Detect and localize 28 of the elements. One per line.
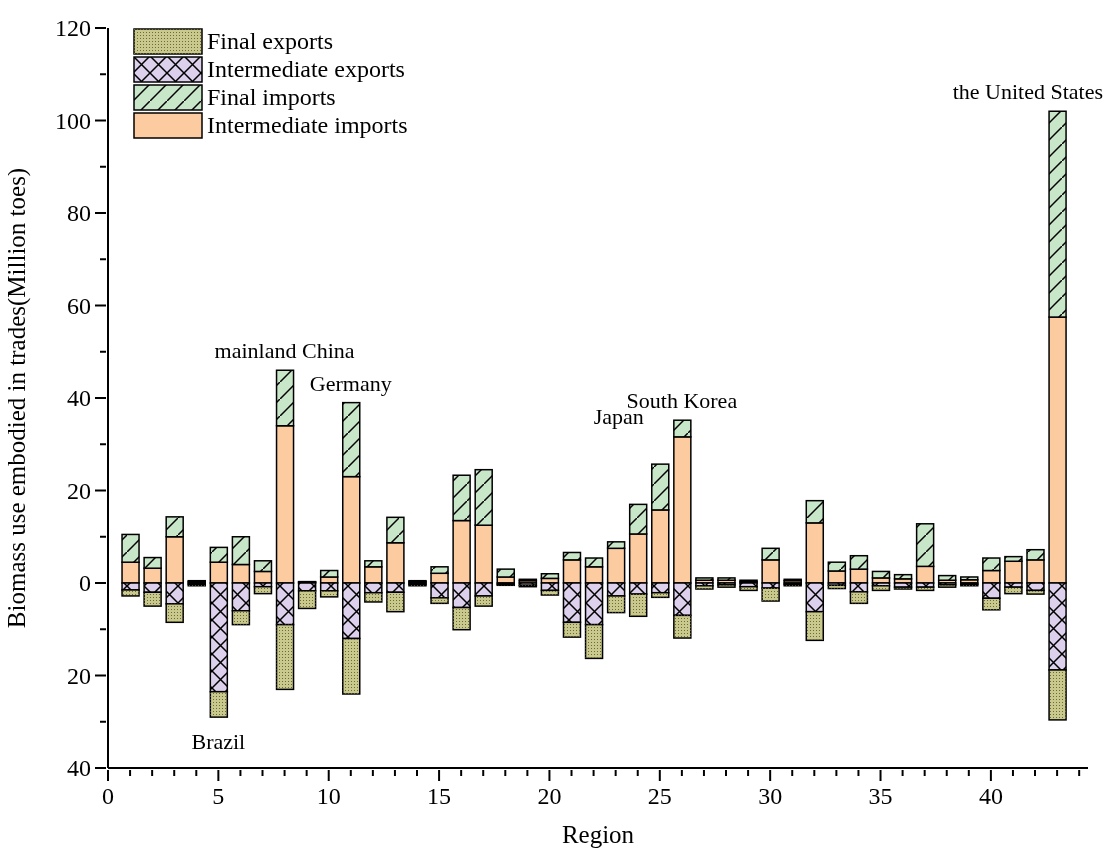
x-tick-label: 35 [868,783,893,809]
y-tick-label: 40 [67,385,91,411]
legend-label: Intermediate exports [207,56,405,83]
legend-label: Intermediate imports [207,112,408,139]
y-axis-title: Biomass use embodied in trades(Million toes) [2,167,31,629]
y-tick-label: 40 [67,755,91,781]
x-tick-label: 25 [647,783,672,809]
x-axis-title: Region [561,821,635,848]
y-tick-label: 100 [55,107,91,134]
annotation: Brazil [191,729,246,755]
y-tick-label: 60 [67,292,91,319]
x-tick-label: 30 [758,783,783,809]
legend-label: Final exports [207,28,333,55]
x-tick-label: 5 [212,783,225,809]
y-tick-label: 0 [79,570,91,596]
x-tick-label: 40 [978,783,1003,809]
annotation: the United States [952,79,1103,105]
legend-label: Final imports [207,84,336,111]
y-tick-label: 20 [67,662,91,689]
annotation: mainland China [214,338,355,364]
x-tick-label: 20 [537,783,562,809]
y-tick-label: 120 [55,15,91,41]
x-tick-label: 0 [102,783,114,809]
x-tick-label: 15 [427,783,452,809]
annotation: Germany [309,370,392,396]
y-tick-label: 80 [67,200,91,226]
y-tick-label: 20 [67,477,91,504]
x-tick-label: 10 [316,783,341,809]
